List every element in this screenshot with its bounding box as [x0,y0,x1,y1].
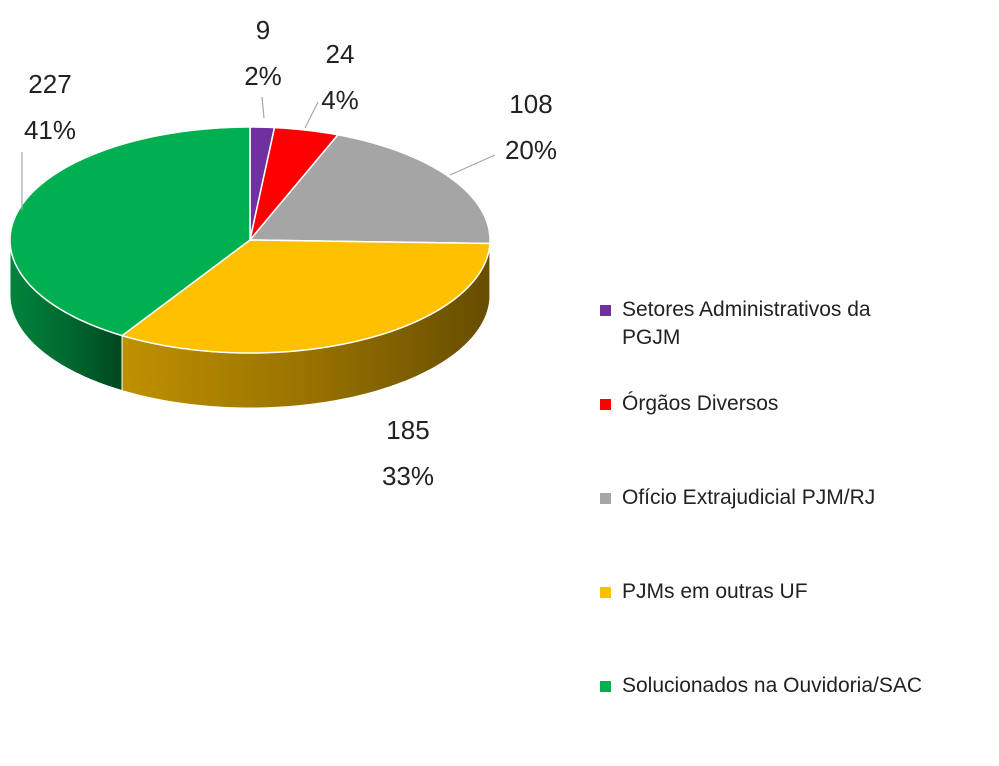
legend-label: Órgãos Diversos [622,392,778,415]
data-label: 227 [28,69,71,99]
leader-line [450,155,495,175]
leader-line [262,97,264,118]
data-label: 185 [386,415,429,445]
chart: 9 2% 24 4% 108 20% 185 33% 227 41% [0,0,590,749]
leader-line [305,102,318,128]
percent-label: 2% [244,61,282,91]
legend: Setores Administrativos da PGJM Órgãos Di… [598,296,998,766]
data-label: 24 [326,39,355,69]
percent-label: 33% [382,461,434,491]
data-label: 9 [256,15,270,45]
legend-item: PJMs em outras UF [598,578,922,672]
legend-swatch [600,587,611,598]
legend-item: Ofício Extrajudicial PJM/RJ [598,484,922,578]
legend-swatch [600,493,611,504]
percent-label: 20% [505,135,557,165]
legend-item: Órgãos Diversos [598,390,922,484]
legend-label: Solucionados na Ouvidoria/SAC [622,674,922,697]
legend-swatch [600,305,611,316]
legend-label: Ofício Extrajudicial PJM/RJ [622,486,875,509]
page: 9 2% 24 4% 108 20% 185 33% 227 41% Setores Admini… [0,0,999,749]
data-label: 108 [509,89,552,119]
legend-item: Solucionados na Ouvidoria/SAC [598,672,922,766]
legend-label: Setores Administrativos da PGJM [622,298,871,349]
legend-label: PJMs em outras UF [622,580,808,603]
legend-swatch [600,399,611,410]
legend-item: Setores Administrativos da PGJM [598,296,922,390]
percent-label: 41% [24,115,76,145]
legend-swatch [600,681,611,692]
percent-label: 4% [321,85,359,115]
